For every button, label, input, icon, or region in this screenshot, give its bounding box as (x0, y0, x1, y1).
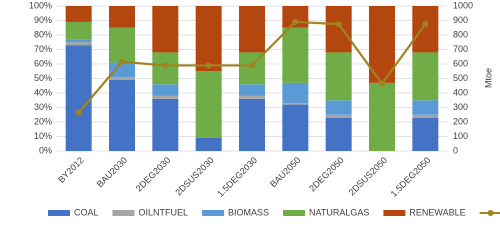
line-marker (249, 62, 255, 69)
legend-swatch (283, 210, 306, 216)
y-tick-label: 50% (34, 73, 52, 83)
y2-tick-label: 0 (453, 145, 458, 155)
y-tick-label: 20% (34, 116, 52, 126)
bar-segment (152, 95, 179, 99)
y-tick-label: 90% (34, 15, 52, 25)
y2-tick-label: 500 (453, 73, 468, 83)
line-marker (75, 109, 82, 116)
y-tick-label: 10% (34, 131, 52, 141)
bar-segment (109, 27, 135, 63)
line-marker (379, 80, 385, 87)
bar-segment (412, 6, 439, 53)
legend-label: NATURALGAS (309, 207, 369, 217)
bar-segment (195, 137, 222, 151)
x-tick-label: 2DSUS2030 (173, 155, 215, 197)
legend-label: RENEWABLE (409, 207, 465, 217)
y2-tick-label: 900 (453, 15, 468, 25)
y2-axis-label: Mtoe (483, 68, 493, 88)
y-tick-label: 30% (34, 102, 52, 112)
bar-segment (195, 6, 222, 72)
x-tick-label: BAU2050 (268, 155, 302, 189)
bar-segment (412, 117, 439, 151)
x-tick-label: 2DEG2030 (134, 155, 173, 194)
bar-segment (65, 21, 92, 40)
x-tick-label: 1.5DEG2050 (389, 155, 433, 199)
y2-tick-label: 100 (453, 131, 468, 141)
y2-tick-label: 800 (453, 29, 468, 39)
line-marker (162, 62, 169, 69)
bar-segment (195, 71, 222, 138)
bar-segment (369, 82, 395, 151)
legend-label: COAL (74, 207, 99, 217)
bar-segment (65, 45, 92, 151)
x-tick-label: 2DSUS2050 (347, 155, 389, 197)
bar-segment (412, 52, 439, 101)
line-marker (422, 21, 429, 28)
bar-segment (109, 6, 135, 28)
bar-segment (325, 114, 352, 118)
line-marker (292, 18, 299, 25)
bar-segment (109, 77, 135, 80)
chart: Mtoe 0% 10% 20% 30% 40% 50% 60% 70% 80% 90% 100% 0 1… (29, 0, 500, 217)
bar-segment (65, 42, 92, 46)
y2-tick-label: 1000 (453, 0, 473, 10)
line-marker (335, 21, 342, 28)
y-tick-label: 100% (29, 0, 52, 10)
y-tick-label: 70% (34, 44, 52, 54)
x-tick-label: 1.5DEG2030 (215, 155, 259, 199)
legend-label: BIOMASS (228, 207, 269, 217)
y-tick-label: 40% (34, 87, 52, 97)
legend-swatch (202, 210, 225, 216)
bar-segment (239, 84, 265, 96)
bar-segment (282, 103, 309, 105)
line-marker (205, 62, 212, 69)
y2-tick-label: 200 (453, 116, 468, 126)
bar-segment (239, 98, 265, 151)
bar-segment (325, 6, 352, 53)
x-tick-label: 2DEG2050 (307, 155, 346, 194)
y-tick-label: 60% (34, 58, 52, 68)
legend-swatch (112, 210, 135, 216)
legend-label: OILNTFUEL (139, 207, 189, 217)
legend-swatch (48, 210, 70, 216)
bar-segment (152, 98, 179, 151)
bar-segment (412, 100, 439, 115)
x-tick-label: BY2012 (56, 155, 86, 185)
y2-tick-label: 700 (453, 44, 468, 54)
bar-segment (239, 95, 265, 99)
bar-segment (65, 39, 92, 43)
legend-swatch (383, 210, 406, 216)
y2-tick-label: 300 (453, 102, 468, 112)
legend-swatch (487, 210, 494, 216)
y-tick-label: 0% (39, 145, 52, 155)
bar-segment (65, 6, 92, 22)
bar-segment (325, 100, 352, 115)
x-tick-label: BAU2030 (95, 155, 129, 189)
bar-segment (325, 52, 352, 101)
bar-segment (239, 6, 265, 53)
bar-segment (282, 27, 309, 83)
y-tick-label: 80% (34, 29, 52, 39)
bar-segment (325, 117, 352, 151)
line-marker (119, 58, 125, 65)
y2-tick-label: 600 (453, 58, 468, 68)
bar-segment (152, 84, 179, 96)
bar-segment (152, 6, 179, 53)
y2-tick-label: 400 (453, 87, 468, 97)
bar-segment (282, 82, 309, 104)
bar-segment (109, 62, 135, 78)
bar-segment (109, 79, 135, 151)
bar-segment (412, 114, 439, 118)
bar-segment (282, 104, 309, 151)
